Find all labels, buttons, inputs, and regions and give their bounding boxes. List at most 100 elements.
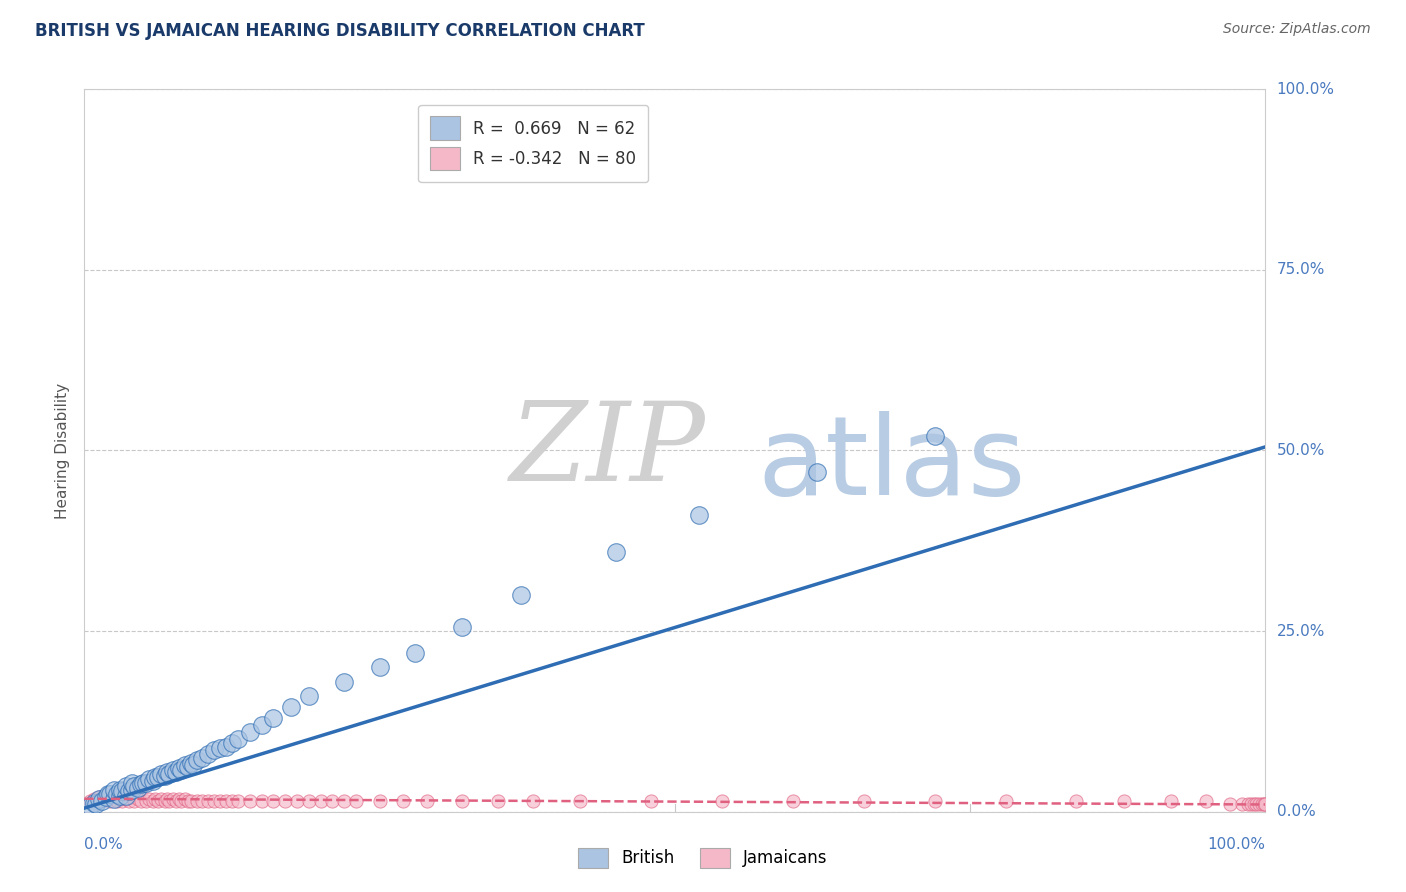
Point [114,780,136,794]
Point [97,787,120,801]
Point [1240,797,1263,812]
Point [162,763,184,777]
Point [156,764,179,779]
Point [1253,797,1275,812]
Legend: R =  0.669   N = 62, R = -0.342   N = 80: R = 0.669 N = 62, R = -0.342 N = 80 [419,104,648,182]
Point [202,794,225,808]
Point [274,794,297,808]
Point [510,588,533,602]
Point [173,791,195,805]
Point [121,776,143,790]
Point [1230,797,1253,812]
Y-axis label: Hearing Disability: Hearing Disability [55,383,70,518]
Point [138,791,160,805]
Point [121,783,143,797]
Point [87,791,110,805]
Point [127,791,149,805]
Point [98,794,121,808]
Point [226,794,249,808]
Point [132,776,155,790]
Text: 50.0%: 50.0% [1277,443,1324,458]
Point [262,794,284,808]
Point [162,791,184,805]
Point [569,794,592,808]
Point [191,794,214,808]
Point [197,747,219,761]
Point [135,794,157,808]
Point [1243,797,1265,812]
Point [239,725,262,739]
Point [1249,797,1271,812]
Point [1112,794,1135,808]
Point [215,794,238,808]
Point [142,794,165,808]
Point [94,790,117,805]
Point [852,794,875,808]
Point [280,700,302,714]
Point [1254,797,1277,812]
Point [111,794,134,808]
Point [522,794,544,808]
Point [344,794,367,808]
Point [103,791,125,805]
Point [87,790,110,805]
Point [298,689,321,703]
Point [79,799,101,814]
Point [640,794,662,808]
Point [1244,797,1267,812]
Point [368,794,391,808]
Text: Source: ZipAtlas.com: Source: ZipAtlas.com [1223,22,1371,37]
Point [91,794,114,808]
Point [994,794,1017,808]
Point [146,794,169,808]
Point [170,794,193,808]
Point [84,796,107,810]
Point [143,770,166,784]
Point [177,794,200,808]
Point [250,794,273,808]
Point [94,791,117,805]
Point [177,760,200,774]
Text: BRITISH VS JAMAICAN HEARING DISABILITY CORRELATION CHART: BRITISH VS JAMAICAN HEARING DISABILITY C… [35,22,645,40]
Point [107,787,129,801]
Point [262,711,284,725]
Point [711,794,734,808]
Point [197,794,219,808]
Point [186,753,208,767]
Point [79,794,101,808]
Point [170,763,193,777]
Point [84,797,107,812]
Point [108,789,131,803]
Point [202,743,225,757]
Point [150,791,173,805]
Point [221,736,243,750]
Point [333,674,356,689]
Point [451,794,474,808]
Point [806,465,828,479]
Text: atlas: atlas [758,411,1026,518]
Point [108,783,131,797]
Point [166,764,188,779]
Point [122,780,145,794]
Point [226,732,249,747]
Point [321,794,343,808]
Text: 0.0%: 0.0% [84,837,124,852]
Point [486,794,509,808]
Point [127,780,149,795]
Point [138,772,160,787]
Point [239,794,262,808]
Point [392,794,415,808]
Point [221,794,243,808]
Text: 25.0%: 25.0% [1277,624,1324,639]
Point [157,767,180,781]
Point [215,739,238,754]
Point [129,794,152,808]
Point [98,787,121,801]
Point [132,780,155,794]
Point [111,784,134,798]
Point [121,790,143,805]
Point [142,774,165,789]
Point [416,794,439,808]
Point [1160,794,1182,808]
Point [107,794,129,808]
